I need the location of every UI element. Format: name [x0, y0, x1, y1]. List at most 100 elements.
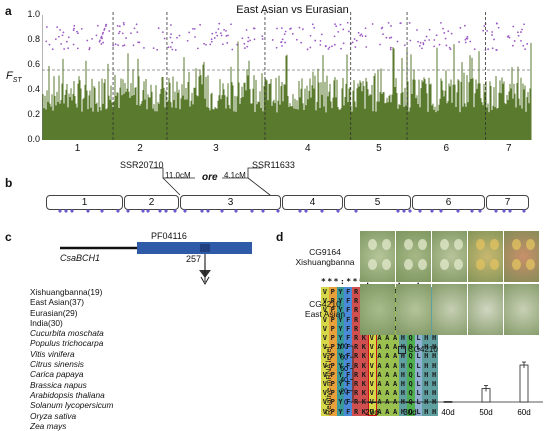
fst-outlier-point	[100, 35, 103, 38]
snp-marker	[58, 209, 62, 213]
alignment-residue: H	[422, 379, 431, 389]
fst-outlier-point	[320, 33, 323, 36]
fst-outlier-point	[60, 42, 63, 45]
fst-outlier-point	[319, 44, 322, 46]
fst-outlier-point	[512, 44, 514, 47]
fst-outlier-point	[313, 26, 316, 29]
fst-outlier-point	[331, 45, 333, 48]
fst-outlier-point	[241, 37, 244, 40]
alignment-residue: P	[328, 323, 337, 334]
species-name: India(30)	[30, 317, 63, 328]
chromosome-label: 3	[213, 143, 219, 154]
alignment-residue: F	[344, 406, 353, 417]
fst-outlier-point	[408, 22, 411, 24]
fst-outlier-point	[210, 40, 213, 43]
fst-outlier-point	[76, 30, 78, 33]
alignment-residue: L	[414, 379, 423, 389]
mrna-bar	[519, 364, 529, 403]
alignment-residue: F	[344, 388, 353, 398]
alignment-residue: Y	[336, 397, 345, 408]
snp-marker	[478, 209, 482, 213]
seed	[440, 239, 449, 250]
fst-outlier-point	[178, 34, 181, 37]
fst-outlier-point	[72, 43, 75, 46]
fst-outlier-point	[174, 49, 177, 51]
alignment-residue: F	[344, 379, 353, 389]
fst-outlier-point	[61, 34, 64, 37]
alignment-residue: Y	[336, 287, 345, 297]
fst-outlier-point	[333, 43, 336, 46]
alignment-residue: K	[359, 406, 368, 417]
fst-outlier-point	[114, 43, 117, 46]
fst-outlier-point	[466, 37, 469, 40]
fst-outlier-point	[354, 46, 357, 48]
marker-left-label: SSR20710	[120, 160, 164, 170]
snp-marker	[418, 209, 422, 213]
snp-marker	[276, 209, 280, 213]
fst-outlier-point	[466, 35, 469, 38]
distance-right-label: 4.1cM	[224, 171, 246, 180]
fst-y-tick-label: 0.6	[27, 59, 40, 69]
species-name: Carica papaya	[30, 369, 84, 380]
fst-outlier-point	[491, 34, 493, 36]
cg4210-label: CG4210 East Asian	[304, 299, 346, 319]
fst-outlier-point	[169, 36, 172, 39]
fst-outlier-point	[526, 43, 529, 45]
fst-outlier-point	[194, 36, 196, 38]
species-name: Solanum lycopersicum	[30, 400, 114, 411]
fst-outlier-point	[218, 22, 221, 25]
alignment-residue: H	[398, 369, 407, 380]
alignment-residue: A	[383, 379, 392, 389]
fst-outlier-point	[333, 35, 336, 38]
snp-marker	[261, 209, 265, 213]
alignment-residue: A	[391, 369, 399, 380]
fst-outlier-point	[448, 46, 451, 49]
fst-outlier-point	[249, 39, 251, 42]
fst-outlier-point	[435, 34, 438, 37]
mrna-x-tick-label: 40d	[441, 408, 454, 417]
alignment-residue: V	[321, 342, 329, 352]
seed	[418, 259, 427, 270]
alignment-residue: V	[367, 369, 376, 380]
alignment-residue: V	[367, 406, 376, 417]
alignment-residue: K	[359, 333, 368, 343]
alignment-residue: A	[375, 406, 384, 417]
fst-outlier-point	[450, 32, 453, 35]
alignment-residue: R	[352, 388, 360, 398]
fst-outlier-point	[380, 27, 383, 30]
fst-outlier-point	[132, 44, 135, 47]
fst-outlier-point	[364, 35, 367, 38]
fst-outlier-point	[133, 27, 136, 30]
chromosome-label: 5	[376, 143, 382, 154]
alignment-residue: Y	[336, 333, 345, 343]
fst-outlier-point	[221, 43, 224, 46]
fst-outlier-point	[447, 30, 450, 33]
alignment-residue: H	[422, 388, 431, 398]
fst-outlier-point	[243, 42, 246, 45]
chromosome-segment: 7	[486, 195, 529, 210]
fst-outlier-point	[521, 28, 523, 31]
fst-outlier-point	[334, 23, 336, 26]
snp-marker	[220, 209, 224, 213]
fst-outlier-point	[361, 35, 364, 37]
fst-outlier-point	[67, 47, 70, 50]
snp-marker	[126, 209, 130, 213]
fst-outlier-point	[143, 47, 145, 49]
species-name: Brassica napus	[30, 379, 87, 390]
alignment-residue: Y	[336, 314, 345, 325]
fst-outlier-point	[284, 41, 287, 44]
fruit-photo	[360, 284, 395, 335]
alignment-residue: H	[430, 342, 438, 352]
fst-outlier-point	[340, 47, 342, 50]
fst-manhattan-plot	[42, 12, 532, 140]
alignment-residue: Q	[406, 333, 415, 343]
fruit-photo	[432, 231, 467, 282]
mrna-x-tick-label: 60d	[517, 408, 530, 417]
fst-outlier-point	[169, 24, 172, 26]
alignment-residue: Q	[406, 360, 415, 371]
snp-marker	[234, 209, 238, 213]
alignment-residue: A	[383, 342, 392, 352]
mrna-y-tick-label: 80	[340, 355, 348, 362]
